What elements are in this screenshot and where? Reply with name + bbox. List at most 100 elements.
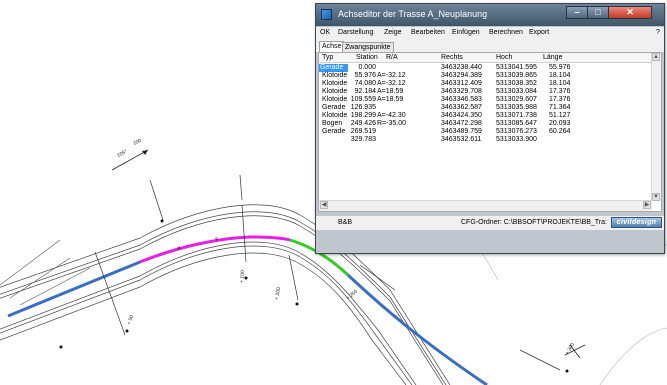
civildesign-logo: civildesign — [611, 217, 662, 228]
scroll-left-icon[interactable]: ◀ — [320, 201, 328, 209]
maximize-button[interactable]: □ — [587, 6, 609, 19]
cell-rechts: 3463294.389 — [441, 72, 482, 80]
status-left: B&B — [338, 219, 352, 226]
cell-hoch: 5313035.988 — [496, 104, 537, 112]
table-row[interactable]: Gerade 126.935 3463362.587 5313035.988 71.36… — [319, 104, 652, 112]
cell-hoch: 5313071.738 — [496, 112, 537, 120]
cell-rechts: 3463346.583 — [441, 96, 482, 104]
table-row[interactable]: 329.783 3463532.611 5313033.900 — [319, 136, 652, 144]
scroll-down-icon[interactable]: ▼ — [652, 193, 660, 201]
table-row[interactable]: Bogen 249.426 R=-35.00 3463472.298 5313085.6… — [319, 120, 652, 128]
cell-station: 198.299 — [339, 112, 376, 120]
column-header-ra[interactable]: R/A — [386, 53, 398, 62]
lane-lines-fan — [0, 240, 90, 305]
cell-station: 126.935 — [339, 104, 376, 112]
menu-darstellung[interactable]: Darstellung — [338, 29, 373, 36]
menu-export[interactable]: Export — [529, 29, 549, 36]
cell-laenge: 71.364 — [549, 104, 570, 112]
cfg-folder-path: CFG-Ordner: C:\BBSOFT\PROJEKTE\BB_Tra: — [461, 219, 607, 226]
angle-label: 105° — [116, 149, 128, 159]
title-bar[interactable]: Achseditor der Trasse A_Neuplanung – □ ✕ — [316, 4, 664, 26]
cell-station: 109.559 — [339, 96, 376, 104]
cell-rechts: 3463362.587 — [441, 104, 482, 112]
table-row[interactable]: Klotoide 92.184 A=18.59 3463329.708 5313033.… — [319, 88, 652, 96]
axis-table-panel: Typ Station R/A Rechts Hoch Länge Gerade… — [318, 52, 662, 212]
cell-station: 249.426 — [339, 120, 376, 128]
cell-hoch: 5313033.900 — [496, 136, 537, 144]
cell-ra: A=-32.12 — [377, 80, 406, 88]
column-header-station[interactable]: Station — [356, 53, 378, 62]
app-icon — [321, 9, 332, 20]
table-row[interactable]: Klotoide 74.080 A=-32.12 3463312.409 5313038… — [319, 80, 652, 88]
axis-clothoid-segment — [250, 237, 290, 240]
cell-station: 92.184 — [339, 88, 376, 96]
station-label: + 250 — [345, 289, 359, 302]
cell-rechts: 3463472.298 — [441, 120, 482, 128]
cell-rechts: 3463532.611 — [441, 136, 481, 144]
help-button[interactable]: ? — [656, 29, 660, 36]
status-bar: B&B CFG-Ordner: C:\BBSOFT\PROJEKTE\BB_Tr… — [316, 215, 664, 230]
column-header-laenge[interactable]: Länge — [543, 53, 562, 62]
close-button[interactable]: ✕ — [608, 6, 652, 19]
cell-rechts: 3463312.409 — [441, 80, 482, 88]
menu-berechnen[interactable]: Berechnen — [489, 29, 523, 36]
cell-laenge: 18.104 — [549, 80, 570, 88]
station-label: + 200 — [274, 287, 282, 301]
menu-bearbeiten[interactable]: Bearbeiten — [411, 29, 445, 36]
cell-laenge: 60.264 — [549, 128, 570, 136]
cell-rechts: 3463489.759 — [441, 128, 482, 136]
cell-laenge: 51.127 — [549, 112, 570, 120]
minimize-button[interactable]: – — [566, 6, 588, 19]
cell-hoch: 5313029.607 — [496, 96, 537, 104]
cell-laenge: 17.376 — [549, 88, 570, 96]
axis-editor-window[interactable]: Achseditor der Trasse A_Neuplanung – □ ✕… — [315, 3, 665, 254]
cell-rechts: 3463238.440 — [441, 64, 482, 72]
column-header-hoch[interactable]: Hoch — [496, 53, 512, 62]
distance-label: 100 — [132, 138, 142, 147]
cell-station: 0.000 — [339, 64, 376, 72]
table-row[interactable]: Gerade 0.000 3463238.440 5313041.595 55.976 — [319, 64, 652, 72]
cell-ra: A=18.59 — [377, 88, 403, 96]
window-title: Achseditor der Trasse A_Neuplanung — [338, 9, 487, 19]
table-row[interactable]: Klotoide 198.299 A=-42.30 3463424.350 531307… — [319, 112, 652, 120]
table-row[interactable]: Klotoide 55.976 A=-32.12 3463294.389 5313039… — [319, 72, 652, 80]
cell-station: 55.976 — [339, 72, 376, 80]
tab-zwangspunkte[interactable]: Zwangspunkte — [342, 42, 394, 52]
column-header-rechts[interactable]: Rechts — [441, 53, 463, 62]
axis-straight-segment — [348, 275, 487, 385]
scroll-up-icon[interactable]: ▲ — [652, 53, 660, 61]
menu-einfuegen[interactable]: Einfügen — [452, 29, 480, 36]
axis-straight-segment — [8, 262, 140, 316]
cell-rechts: 3463424.350 — [441, 112, 482, 120]
cell-hoch: 5313039.865 — [496, 72, 537, 80]
cell-station: 74.080 — [339, 80, 376, 88]
station-label: + 50 — [126, 314, 135, 326]
construction-line — [600, 328, 667, 385]
column-header-typ[interactable]: Typ — [322, 53, 333, 62]
scroll-right-icon[interactable]: ▶ — [643, 201, 651, 209]
vertical-scrollbar[interactable]: ▲ ▼ — [651, 53, 661, 201]
cell-ra: R=-35.00 — [377, 120, 406, 128]
horizontal-scrollbar[interactable]: ◀ ▶ — [319, 200, 652, 211]
menu-bar: OK Darstellung Zeige Bearbeiten Einfügen… — [316, 27, 664, 40]
tab-achse[interactable]: Achse — [319, 41, 344, 52]
cell-laenge: 20.093 — [549, 120, 570, 128]
menu-ok[interactable]: OK — [320, 29, 330, 36]
table-header: Typ Station R/A Rechts Hoch Länge — [319, 53, 652, 63]
menu-zeige[interactable]: Zeige — [384, 29, 402, 36]
cell-ra: A=-32.12 — [377, 72, 406, 80]
cell-station: 269.519 — [339, 128, 376, 136]
table-row[interactable]: Gerade 269.519 3463489.759 5313076.273 60.26… — [319, 128, 652, 136]
cell-laenge: 17.376 — [549, 96, 570, 104]
cell-ra: A=18.59 — [377, 96, 403, 104]
cell-laenge: 55.976 — [549, 64, 570, 72]
cell-hoch: 5313038.352 — [496, 80, 537, 88]
cell-laenge: 18.104 — [549, 72, 570, 80]
cell-ra: A=-42.30 — [377, 112, 406, 120]
cell-hoch: 5313033.084 — [496, 88, 537, 96]
station-label: + 100 — [239, 270, 246, 283]
table-row[interactable]: Klotoide 109.559 A=18.59 3463346.583 5313029… — [319, 96, 652, 104]
tab-strip: Achse Zwangspunkte — [316, 40, 664, 52]
station-label: + 300 — [565, 342, 577, 356]
cell-hoch: 5313041.595 — [496, 64, 537, 72]
